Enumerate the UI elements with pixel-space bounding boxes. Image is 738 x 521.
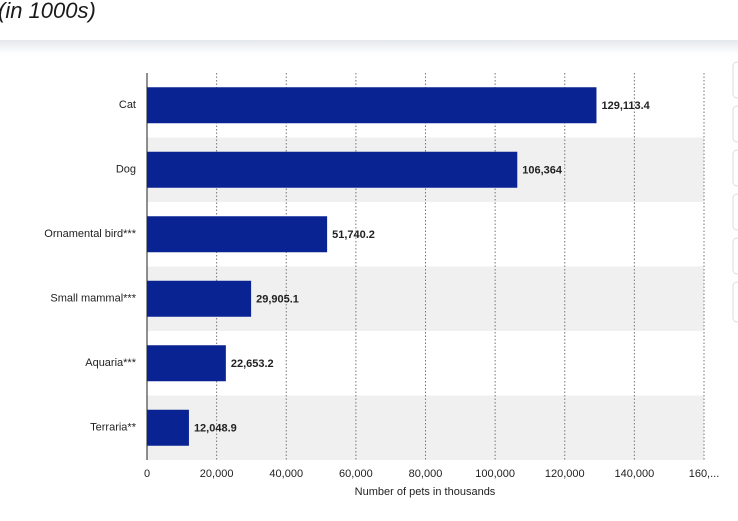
x-tick-label: 20,000 [200, 468, 234, 480]
y-tick-label: Cat [119, 99, 136, 111]
x-tick-label: 0 [144, 468, 150, 480]
bar [147, 87, 597, 124]
x-tick-label: 80,000 [409, 468, 443, 480]
y-tick-label: Terraria** [90, 422, 137, 434]
chart-title: (in 1000s) [0, 0, 96, 23]
x-axis-label: Number of pets in thousands [355, 486, 496, 498]
header-shadow [0, 40, 738, 54]
x-tick-label: 160,... [689, 468, 720, 480]
bar [147, 151, 518, 188]
bar [147, 345, 226, 382]
value-label: 29,905.1 [256, 294, 299, 306]
x-tick-label: 120,000 [545, 468, 585, 480]
bar [147, 216, 328, 253]
y-tick-label: Dog [116, 164, 136, 176]
value-label: 106,364 [522, 165, 563, 177]
x-tick-label: 60,000 [339, 468, 373, 480]
value-label: 22,653.2 [231, 358, 274, 370]
y-tick-label: Small mammal*** [50, 293, 136, 305]
y-tick-label: Aquaria*** [85, 357, 136, 369]
x-tick-label: 100,000 [475, 468, 515, 480]
x-tick-label: 40,000 [269, 468, 303, 480]
bar [147, 280, 252, 317]
side-panel [732, 61, 738, 323]
bar [147, 409, 189, 446]
value-label: 51,740.2 [332, 229, 375, 241]
value-label: 129,113.4 [601, 100, 650, 112]
x-tick-label: 140,000 [614, 468, 654, 480]
y-tick-label: Ornamental bird*** [44, 228, 136, 240]
value-label: 12,048.9 [194, 423, 237, 435]
